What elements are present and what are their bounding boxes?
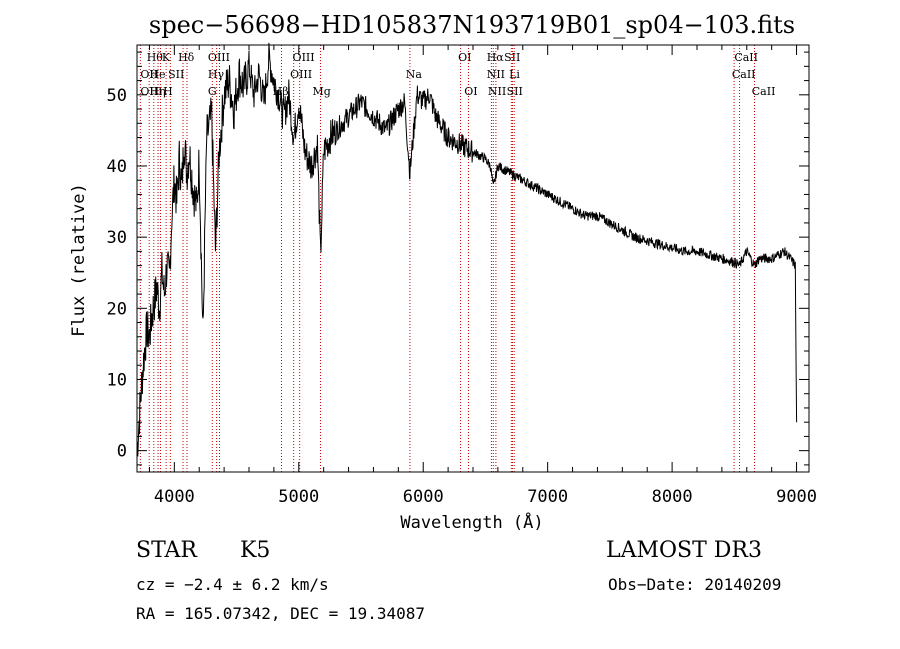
x-tick-label-1: 5000 [278,487,319,507]
y-tick-label-2: 20 [107,299,127,319]
line-label-13: OIII [290,68,312,81]
x-tick-label-0: 4000 [154,487,195,507]
y-tick-label-0: 0 [117,442,127,462]
y-tick-label-3: 30 [107,228,127,248]
line-label-6: H [163,85,173,98]
line-label-25: CaII [734,51,758,64]
line-label-3: He [149,68,165,81]
line-label-27: CaII [752,85,776,98]
y-tick-label-4: 40 [107,157,127,177]
line-label-11: G [208,85,217,98]
obs-date-text: Obs−Date: 20140209 [608,575,782,594]
y-axis-label: Flux (relative) [69,183,89,337]
line-label-23: Li [509,68,520,81]
line-label-18: OI [464,85,477,98]
line-label-21: NII [488,85,506,98]
spectrum-series [136,42,798,457]
line-label-26: CaII [732,68,756,81]
line-label-0: Hθ [147,51,164,64]
object-class: STAR [136,538,197,563]
x-tick-label-2: 6000 [403,487,444,507]
chart-title: spec−56698−HD105837N193719B01_sp04−103.f… [149,11,795,39]
line-label-5: K [162,51,171,64]
redshift-text: cz = −2.4 ± 6.2 km/s [136,575,329,594]
line-label-4: Hη [149,85,165,98]
line-label-17: OI [458,51,471,64]
x-tick-label-4: 8000 [652,487,693,507]
y-tick-label-1: 10 [107,370,127,390]
line-label-8: Hδ [178,51,195,64]
line-label-16: Na [406,68,423,81]
line-label-1: OII [140,68,158,81]
line-label-20: NII [487,68,505,81]
line-label-14: OIII [293,51,315,64]
survey-name: LAMOST DR3 [606,538,762,563]
object-subclass: K5 [240,538,271,563]
x-axis-label: Wavelength (Å) [400,511,543,533]
x-tick-label-3: 7000 [527,487,568,507]
x-tick-label-5: 9000 [776,487,817,507]
coordinates-text: RA = 165.07342, DEC = 19.34087 [136,604,425,623]
y-tick-label-5: 50 [107,86,127,106]
line-label-15: Mg [312,85,330,98]
line-label-24: SII [507,85,523,98]
line-label-10: Hγ [208,68,225,81]
line-label-22: SII [504,51,520,64]
axis-ticks: 4000 5000 6000 7000 8000 9000 0 10 20 30 40 50 [107,45,817,507]
spectrum-layer [136,42,798,457]
line-label-7: SII [168,68,184,81]
line-label-9: OIII [208,51,230,64]
